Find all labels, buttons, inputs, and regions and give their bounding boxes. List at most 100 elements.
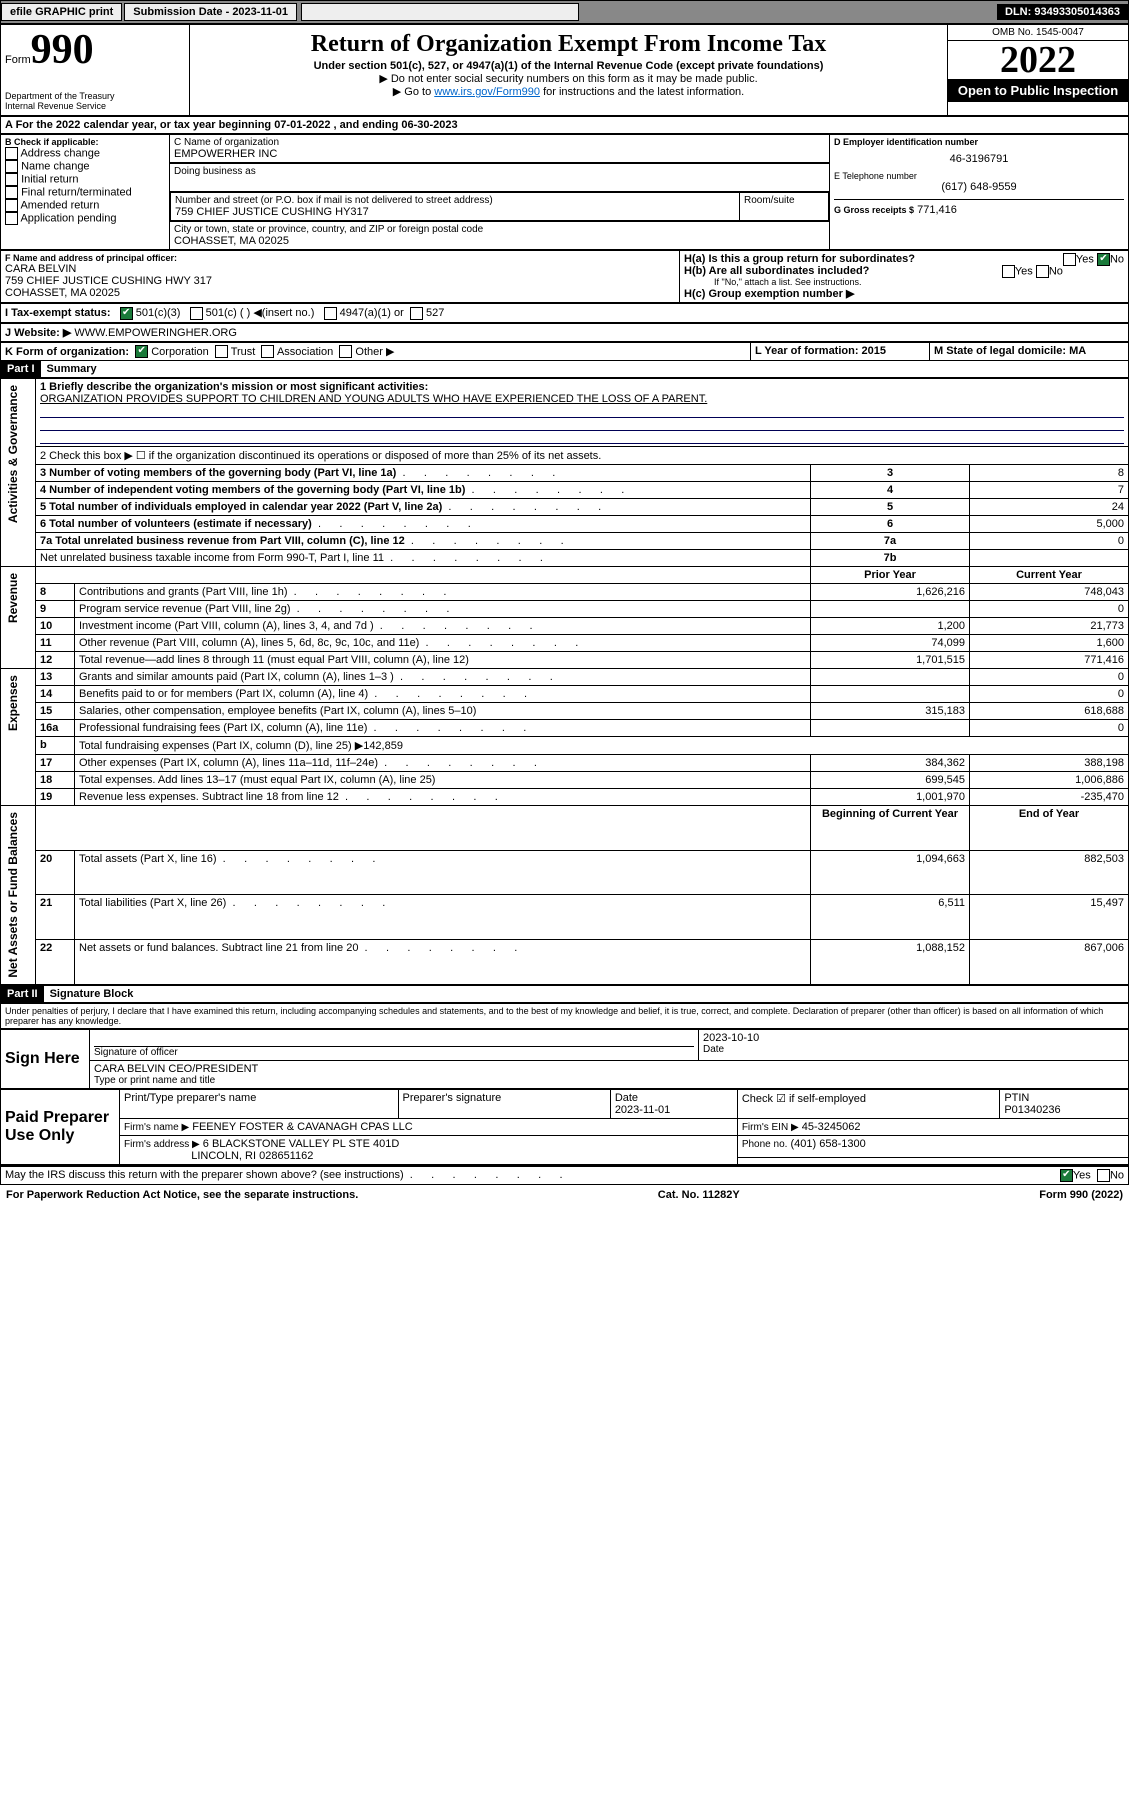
table-row: Program service revenue (Part VIII, line…	[75, 601, 811, 618]
org-name: EMPOWERHER INC	[174, 148, 825, 160]
col-prior: Prior Year	[811, 567, 970, 584]
c-addr-label: Number and street (or P.O. box if mail i…	[175, 195, 735, 206]
firm-ein: 45-3245062	[802, 1121, 861, 1133]
c-dba-label: Doing business as	[174, 166, 825, 177]
table-row: Revenue less expenses. Subtract line 18 …	[75, 789, 811, 806]
efile-label: efile GRAPHIC print	[1, 3, 122, 21]
part-ii-header: Part II Signature Block	[0, 985, 1129, 1003]
preparer-block: Paid Preparer Use Only Print/Type prepar…	[0, 1089, 1129, 1165]
paid-preparer-label: Paid Preparer Use Only	[1, 1089, 120, 1164]
ptin: P01340236	[1004, 1104, 1060, 1116]
note-goto: ▶ Go to www.irs.gov/Form990 for instruct…	[194, 85, 943, 98]
g-label: G Gross receipts $	[834, 205, 914, 215]
table-row: Total expenses. Add lines 13–17 (must eq…	[75, 772, 811, 789]
h-b-note: If "No," attach a list. See instructions…	[684, 277, 1124, 287]
footer: For Paperwork Reduction Act Notice, see …	[0, 1185, 1129, 1205]
org-city: COHASSET, MA 02025	[174, 235, 825, 247]
identity-block: B Check if applicable: Address change Na…	[0, 134, 1129, 249]
l3-val: 8	[970, 465, 1129, 482]
summary-table: Activities & Governance 1 Briefly descri…	[0, 378, 1129, 985]
signer-name: CARA BELVIN CEO/PRESIDENT	[94, 1063, 1124, 1075]
form-header: Form990 Department of the Treasury Inter…	[0, 24, 1129, 116]
l7b-val	[970, 550, 1129, 567]
firm-name: FEENEY FOSTER & CAVANAGH CPAS LLC	[192, 1121, 412, 1133]
penalty-text: Under penalties of perjury, I declare th…	[1, 1003, 1128, 1028]
l1-text: ORGANIZATION PROVIDES SUPPORT TO CHILDRE…	[40, 393, 1124, 405]
irs-link[interactable]: www.irs.gov/Form990	[434, 86, 540, 98]
sig-date: 2023-10-10	[703, 1032, 1124, 1044]
l1-label: 1 Briefly describe the organization's mi…	[40, 381, 1124, 393]
section-revenue: Revenue	[5, 569, 21, 627]
gross-receipts: 771,416	[917, 204, 957, 216]
l5-val: 24	[970, 499, 1129, 516]
table-row: Investment income (Part VIII, column (A)…	[75, 618, 811, 635]
chk-address[interactable]: Address change	[5, 147, 165, 160]
col-beg: Beginning of Current Year	[811, 806, 970, 851]
table-row: Total liabilities (Part X, line 26)	[75, 895, 811, 940]
table-row: Salaries, other compensation, employee b…	[75, 703, 811, 720]
table-row: Total assets (Part X, line 16)	[75, 850, 811, 895]
table-row: Total fundraising expenses (Part IX, col…	[75, 737, 1129, 755]
line-a: A For the 2022 calendar year, or tax yea…	[1, 116, 1128, 133]
l3: 3 Number of voting members of the govern…	[36, 465, 811, 482]
chk-amended[interactable]: Amended return	[5, 199, 165, 212]
table-row: Grants and similar amounts paid (Part IX…	[75, 669, 811, 686]
form-number: 990	[31, 27, 94, 73]
chk-pending[interactable]: Application pending	[5, 212, 165, 225]
table-row: Professional fundraising fees (Part IX, …	[75, 720, 811, 737]
sign-here: Sign Here	[1, 1029, 90, 1088]
table-row: Contributions and grants (Part VIII, lin…	[75, 584, 811, 601]
table-row: Net assets or fund balances. Subtract li…	[75, 940, 811, 985]
ein: 46-3196791	[834, 147, 1124, 171]
top-toolbar: efile GRAPHIC print Submission Date - 20…	[0, 0, 1129, 24]
firm-addr1: 6 BLACKSTONE VALLEY PL STE 401D	[203, 1138, 399, 1150]
officer-city: COHASSET, MA 02025	[5, 287, 675, 299]
footer-left: For Paperwork Reduction Act Notice, see …	[6, 1189, 358, 1201]
org-address: 759 CHIEF JUSTICE CUSHING HY317	[175, 206, 735, 218]
l2: 2 Check this box ▶ ☐ if the organization…	[36, 447, 1129, 465]
subtitle: Under section 501(c), 527, or 4947(a)(1)…	[194, 60, 943, 72]
line-j: J Website: ▶ WWW.EMPOWERINGHER.ORG	[1, 323, 1128, 341]
line-l: L Year of formation: 2015	[751, 342, 930, 361]
d-label: D Employer identification number	[834, 137, 1124, 147]
may-discuss: May the IRS discuss this return with the…	[1, 1166, 1128, 1184]
footer-right: Form 990 (2022)	[1039, 1189, 1123, 1201]
blank-btn	[301, 3, 579, 21]
col-current: Current Year	[970, 567, 1129, 584]
sign-block: Sign Here Signature of officer 2023-10-1…	[0, 1029, 1129, 1089]
l6: 6 Total number of volunteers (estimate i…	[36, 516, 811, 533]
firm-addr2: LINCOLN, RI 028651162	[191, 1150, 313, 1162]
l5: 5 Total number of individuals employed i…	[36, 499, 811, 516]
c-city-label: City or town, state or province, country…	[174, 224, 825, 235]
l7a-val: 0	[970, 533, 1129, 550]
officer-block: F Name and address of principal officer:…	[0, 249, 1129, 302]
chk-name[interactable]: Name change	[5, 160, 165, 173]
firm-phone: (401) 658-1300	[791, 1138, 866, 1150]
phone: (617) 648-9559	[834, 181, 1124, 193]
irs-label: Internal Revenue Service	[5, 101, 185, 111]
box-b-head: B Check if applicable:	[5, 137, 165, 147]
table-row: Other expenses (Part IX, column (A), lin…	[75, 755, 811, 772]
sig-officer-label: Signature of officer	[94, 1047, 694, 1058]
section-netassets: Net Assets or Fund Balances	[5, 808, 21, 982]
section-governance: Activities & Governance	[5, 381, 21, 527]
page-title: Return of Organization Exempt From Incom…	[194, 31, 943, 58]
section-expenses: Expenses	[5, 671, 21, 735]
chk-initial[interactable]: Initial return	[5, 173, 165, 186]
h-b: H(b) Are all subordinates included? Yes …	[684, 265, 1124, 277]
line-m: M State of legal domicile: MA	[930, 342, 1128, 361]
l4: 4 Number of independent voting members o…	[36, 482, 811, 499]
l6-val: 5,000	[970, 516, 1129, 533]
e-label: E Telephone number	[834, 171, 1124, 181]
submission-date-btn[interactable]: Submission Date - 2023-11-01	[124, 3, 297, 21]
part-i-header: Part I Summary	[0, 361, 1129, 378]
officer-addr: 759 CHIEF JUSTICE CUSHING HWY 317	[5, 275, 675, 287]
note-ssn: ▶ Do not enter social security numbers o…	[194, 72, 943, 85]
col-end: End of Year	[970, 806, 1129, 851]
chk-final[interactable]: Final return/terminated	[5, 186, 165, 199]
website[interactable]: WWW.EMPOWERINGHER.ORG	[74, 327, 237, 339]
prep-date: 2023-11-01	[615, 1104, 670, 1116]
h-c: H(c) Group exemption number ▶	[684, 287, 1124, 300]
table-row: Total revenue—add lines 8 through 11 (mu…	[75, 652, 811, 669]
dept-label: Department of the Treasury	[5, 91, 185, 101]
